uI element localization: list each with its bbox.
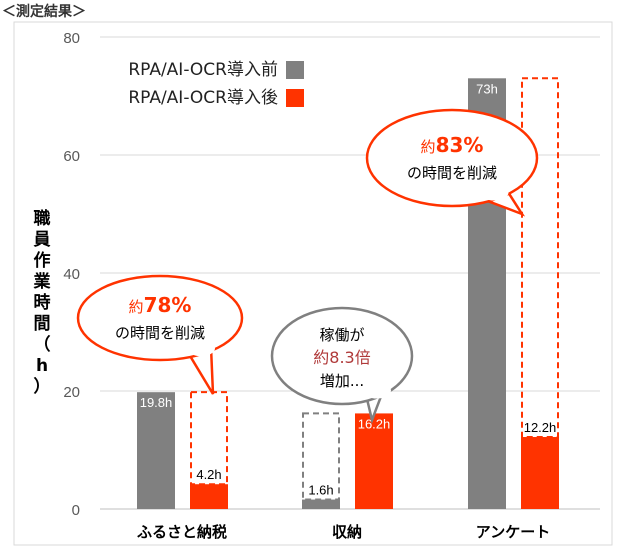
annotation-8x-line1: 稼働が — [319, 326, 364, 344]
legend-swatch — [286, 61, 304, 79]
y-axis-label-char: （ — [34, 334, 51, 355]
y-tick-label: 20 — [63, 384, 80, 401]
y-axis-label-char: 間 — [34, 314, 51, 334]
y-tick-label: 40 — [63, 266, 80, 283]
data-label: 73h — [476, 81, 498, 96]
legend-label: RPA/AI-OCR導入前 — [128, 60, 278, 80]
bubble-tail-join — [187, 340, 215, 357]
heading: ＜測定結果＞ — [2, 4, 86, 20]
annotation-78-text: の時間を削減 — [115, 324, 205, 342]
bubble-ellipse — [365, 108, 539, 208]
bar — [190, 484, 228, 509]
y-axis-label-char: ） — [34, 376, 51, 397]
bar — [521, 437, 559, 509]
bubble-tail-join — [363, 382, 391, 399]
y-axis-label-char: 員 — [33, 230, 51, 250]
dashed-outline-bar — [521, 77, 559, 439]
y-tick-label: 60 — [63, 148, 80, 165]
plot-frame — [13, 21, 613, 546]
y-axis-label-char: 業 — [34, 271, 51, 292]
legend-swatch — [286, 89, 304, 107]
y-tick-label: 80 — [63, 30, 80, 47]
annotation-78-value: 約78% — [129, 293, 192, 317]
annotation-8x-value: 約8.3倍 — [313, 348, 370, 367]
dashed-outline-bar — [190, 391, 228, 486]
y-axis-label-char: 職 — [34, 208, 51, 229]
annotation-83-text: の時間を削減 — [407, 164, 497, 182]
bar — [137, 392, 175, 509]
legend-label: RPA/AI-OCR導入後 — [128, 88, 278, 108]
y-tick-label: 0 — [72, 502, 80, 519]
x-tick-label: アンケート — [476, 523, 550, 541]
data-label: 12.2h — [524, 420, 557, 435]
y-axis-label-char: h — [36, 356, 48, 376]
annotation-8x-line3: 増加... — [320, 372, 364, 390]
y-axis-label-char: 時 — [34, 292, 51, 313]
data-label: 4.2h — [196, 467, 221, 482]
bar — [302, 499, 340, 509]
bubble-tail-join — [480, 184, 509, 201]
y-axis-label-char: 作 — [34, 250, 51, 271]
bubble-ellipse — [270, 306, 414, 406]
annotation-83-value: 約83% — [421, 133, 484, 157]
bubble-ellipse — [76, 274, 244, 362]
data-label: 16.2h — [358, 416, 391, 431]
bar — [355, 413, 393, 509]
x-tick-label: ふるさと納税 — [137, 523, 227, 541]
data-label: 19.8h — [140, 395, 173, 410]
x-tick-label: 収納 — [332, 523, 362, 541]
data-label: 1.6h — [308, 483, 333, 498]
